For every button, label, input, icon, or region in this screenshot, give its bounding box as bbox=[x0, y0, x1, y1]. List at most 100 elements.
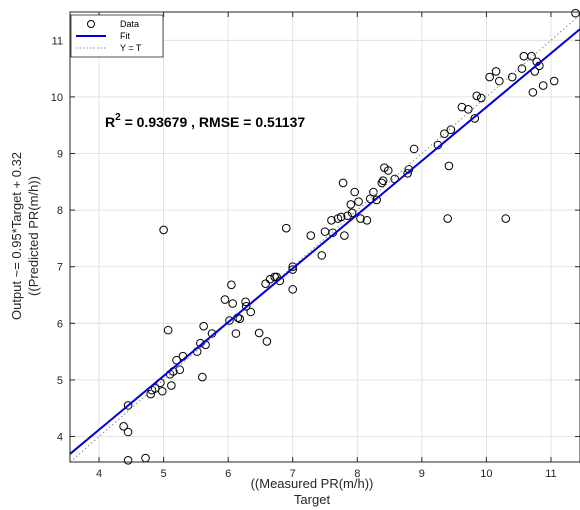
data-point bbox=[347, 208, 357, 218]
data-point bbox=[443, 214, 452, 223]
data-point bbox=[491, 67, 501, 76]
fit-lines bbox=[69, 14, 580, 463]
x-tick-label: 8 bbox=[354, 468, 360, 480]
data-point bbox=[119, 422, 128, 431]
data-point bbox=[409, 144, 419, 154]
data-point bbox=[356, 214, 365, 223]
data-point bbox=[199, 321, 208, 331]
data-point bbox=[123, 427, 133, 437]
data-point bbox=[470, 114, 480, 123]
data-point bbox=[281, 223, 291, 233]
data-point bbox=[306, 231, 316, 240]
data-point bbox=[440, 129, 449, 138]
data-point bbox=[464, 105, 473, 114]
data-point bbox=[261, 279, 270, 288]
data-point bbox=[507, 72, 517, 82]
data-point bbox=[123, 456, 133, 465]
data-point bbox=[472, 91, 482, 101]
r2-base: R bbox=[105, 114, 115, 130]
grid-lines bbox=[70, 12, 580, 462]
identity-line bbox=[69, 14, 580, 463]
x-axis-label: ((Measured PR(m/h)) bbox=[251, 476, 374, 491]
data-point bbox=[141, 453, 150, 463]
data-point bbox=[571, 8, 580, 18]
y-tick-label: 7 bbox=[57, 262, 63, 274]
data-point bbox=[158, 386, 167, 396]
data-point bbox=[150, 384, 160, 393]
data-point bbox=[254, 328, 264, 338]
data-point bbox=[350, 187, 359, 197]
data-point bbox=[446, 125, 456, 135]
data-point bbox=[228, 299, 237, 308]
data-point bbox=[369, 187, 378, 197]
data-point bbox=[270, 272, 279, 282]
data-point bbox=[354, 197, 363, 206]
r2-rmse-values: = 0.93679 , RMSE = 0.51137 bbox=[121, 114, 306, 130]
y-tick-label: 4 bbox=[57, 432, 63, 444]
data-point bbox=[146, 389, 155, 399]
data-point bbox=[403, 169, 412, 178]
y-tick-label: 11 bbox=[52, 35, 63, 47]
data-point bbox=[288, 262, 298, 272]
data-point bbox=[262, 337, 272, 346]
x-tick-label: 9 bbox=[419, 468, 425, 480]
data-point bbox=[123, 401, 133, 410]
x-tick-label: 5 bbox=[161, 468, 167, 480]
data-point bbox=[495, 76, 504, 86]
data-point bbox=[288, 285, 298, 294]
axis-ticks: 4 5 6 7 8 9 10 11 4 5 6 7 8 9 10 11 bbox=[51, 12, 580, 480]
data-point bbox=[519, 51, 529, 61]
data-point bbox=[476, 93, 486, 103]
data-point bbox=[377, 178, 387, 188]
data-point bbox=[227, 280, 236, 290]
data-point bbox=[317, 251, 327, 260]
y-tick-label: 6 bbox=[57, 318, 63, 330]
x-axis-title: Target bbox=[294, 492, 331, 507]
data-point bbox=[336, 212, 346, 222]
data-point bbox=[275, 276, 285, 286]
x-tick-label: 6 bbox=[225, 468, 231, 480]
legend-identity-label: Y = T bbox=[120, 43, 142, 53]
data-point bbox=[241, 297, 250, 307]
data-point bbox=[501, 214, 511, 223]
fit-line bbox=[69, 28, 580, 455]
data-point bbox=[383, 166, 393, 175]
data-point bbox=[167, 381, 176, 390]
legend-fit-label: Fit bbox=[120, 31, 130, 41]
data-point bbox=[246, 307, 256, 317]
data-point bbox=[362, 216, 372, 225]
data-point bbox=[485, 72, 494, 82]
data-point bbox=[320, 227, 330, 236]
data-point bbox=[241, 302, 251, 311]
y-tick-label: 5 bbox=[57, 375, 63, 387]
data-point bbox=[528, 88, 538, 97]
data-point bbox=[231, 329, 241, 338]
data-point bbox=[288, 265, 298, 274]
y-tick-label: 8 bbox=[57, 205, 63, 217]
y-axis-label: ((Predicted PR(m/h)) bbox=[26, 176, 41, 296]
data-point bbox=[457, 102, 467, 112]
data-point bbox=[265, 274, 275, 284]
data-points bbox=[119, 8, 580, 465]
data-point bbox=[372, 195, 381, 205]
data-point bbox=[343, 211, 352, 221]
plot-frame bbox=[69, 11, 580, 463]
legend-data-label: Data bbox=[120, 19, 139, 29]
data-point bbox=[327, 216, 336, 225]
data-point bbox=[527, 51, 536, 61]
data-point bbox=[163, 325, 173, 335]
legend-data-marker bbox=[87, 20, 95, 28]
legend: Data Fit Y = T bbox=[70, 14, 164, 58]
data-point bbox=[378, 176, 388, 185]
x-tick-label: 11 bbox=[545, 468, 556, 480]
data-point bbox=[444, 161, 454, 171]
x-tick-label: 7 bbox=[290, 468, 296, 480]
data-point bbox=[549, 76, 559, 86]
x-tick-label: 10 bbox=[480, 468, 492, 480]
data-point bbox=[538, 81, 548, 90]
data-point bbox=[346, 200, 356, 209]
x-tick-label: 4 bbox=[96, 468, 102, 480]
data-point bbox=[225, 316, 234, 325]
r2-rmse-annotation: R2 = 0.93679 , RMSE = 0.51137 bbox=[105, 112, 305, 130]
